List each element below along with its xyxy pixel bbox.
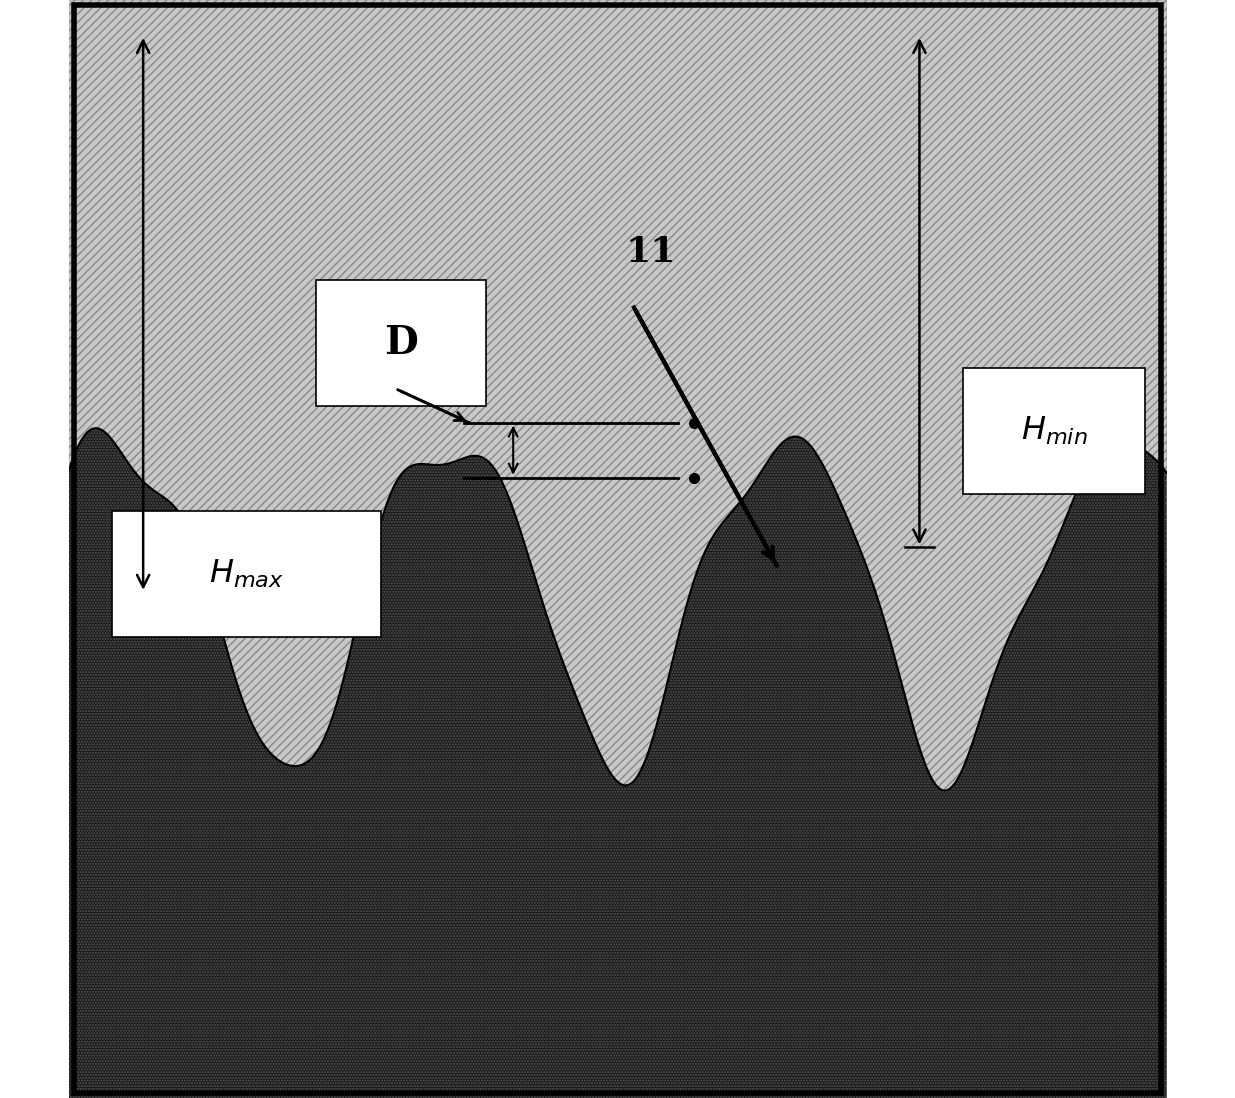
Text: $H_{max}$: $H_{max}$ [210, 558, 284, 590]
FancyBboxPatch shape [963, 368, 1145, 494]
FancyBboxPatch shape [112, 511, 382, 637]
Text: 11: 11 [625, 235, 676, 269]
Text: $H_{min}$: $H_{min}$ [1020, 415, 1087, 447]
FancyBboxPatch shape [316, 280, 485, 406]
Text: D: D [384, 324, 417, 362]
